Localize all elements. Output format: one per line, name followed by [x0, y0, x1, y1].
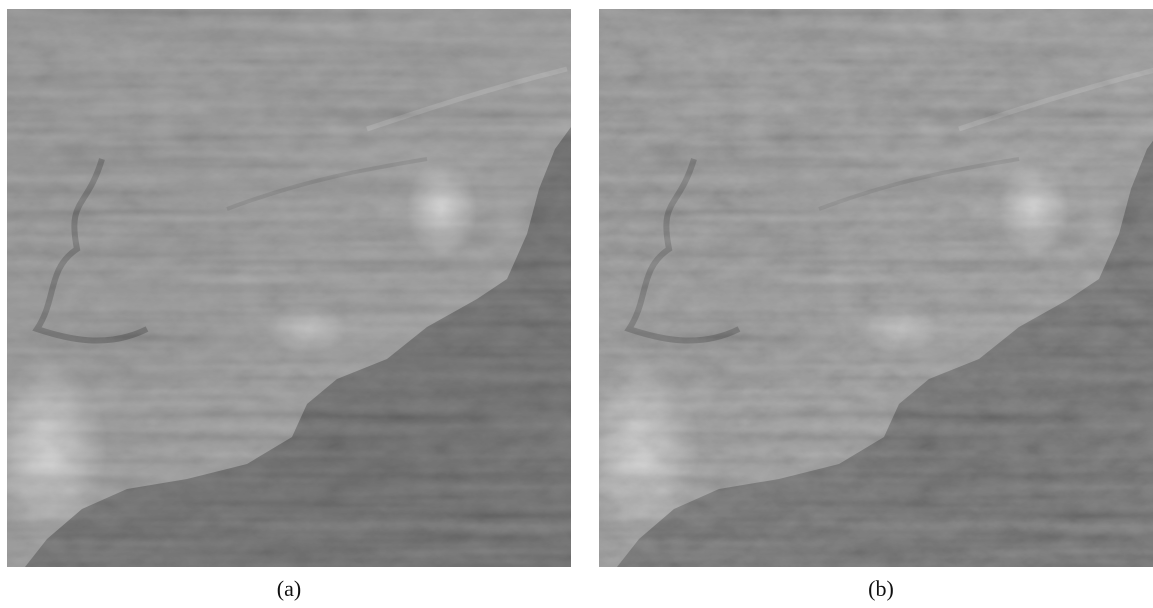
panel-caption: (b): [868, 576, 894, 601]
stripes: [599, 9, 1153, 567]
stripes: [7, 9, 571, 567]
image-panel: [599, 9, 1153, 567]
image-panel: [7, 9, 571, 567]
image-content: [599, 9, 1153, 567]
image-content: [7, 9, 571, 567]
panel-caption: (a): [277, 576, 301, 601]
